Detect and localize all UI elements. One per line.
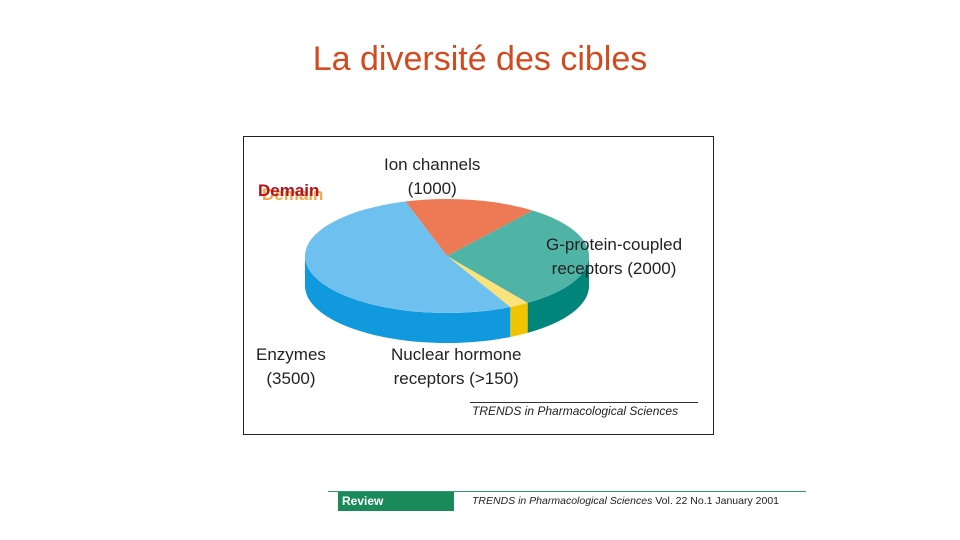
label-ion-channels: Ion channels (1000) (384, 153, 480, 201)
slice-nuclear-receptors (447, 256, 528, 308)
label-gpcr-value: receptors (2000) (551, 259, 677, 278)
review-badge: Review (338, 492, 454, 511)
label-enzymes-value: (3500) (266, 369, 316, 388)
journal-issue: Vol. 22 No.1 January 2001 (655, 495, 780, 507)
footer-rule (328, 491, 806, 492)
label-nuclear-name: Nuclear hormone (391, 345, 522, 364)
slice-enzymes-side (305, 256, 511, 343)
label-gpcr: G-protein-coupled receptors (2000) (546, 233, 682, 281)
slide-title: La diversité des cibles (312, 40, 648, 78)
slice-enzymes (304, 201, 511, 313)
stamp-shadow: Demain (262, 185, 324, 204)
stamp-text: Demain (258, 181, 320, 200)
label-nuclear: Nuclear hormone receptors (>150) (391, 343, 521, 391)
label-enzymes-name: Enzymes (256, 345, 326, 364)
credit-rule (470, 402, 698, 403)
journal-name: TRENDS in Pharmacological Sciences (472, 495, 653, 507)
pie-chart (304, 199, 589, 343)
label-gpcr-name: G-protein-coupled (546, 235, 683, 254)
pie-figure: Demain Demain Ion channels (1000) G-prot… (243, 136, 714, 435)
chart-credit: TRENDS in Pharmacological Sciences (472, 404, 679, 418)
journal-citation: TRENDS in Pharmacological Sciences Vol. … (472, 495, 779, 507)
slice-gpcr-side (527, 256, 589, 333)
label-ion-channels-name: Ion channels (384, 155, 481, 174)
slice-nuclear-receptors-side (510, 302, 528, 338)
slice-ion-channels (405, 199, 533, 256)
label-ion-channels-value: (1000) (407, 179, 457, 198)
slice-gpcr (447, 210, 589, 303)
label-nuclear-value: receptors (>150) (393, 369, 519, 388)
label-enzymes: Enzymes (3500) (256, 343, 326, 391)
